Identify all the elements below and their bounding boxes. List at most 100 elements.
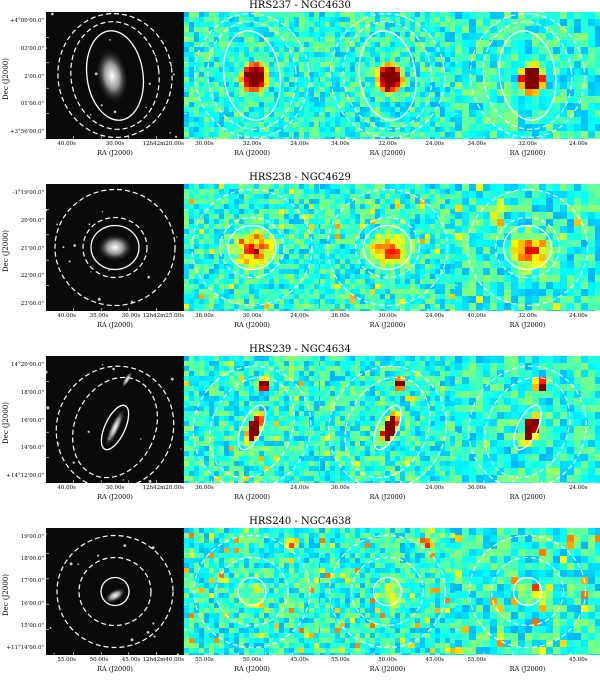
star bbox=[153, 635, 156, 638]
star bbox=[73, 244, 76, 247]
x-tick-label: 40.00s bbox=[57, 141, 76, 147]
aperture-ellipse bbox=[227, 224, 277, 271]
x-tick-label: 12h42m40.00s bbox=[142, 657, 184, 663]
optical-image-panel bbox=[46, 12, 184, 139]
x-tick-label: 50.00s bbox=[242, 657, 262, 663]
y-tick-label: +11°14'00.0" bbox=[6, 645, 44, 651]
y-tick-label: 15'00.0" bbox=[20, 622, 44, 629]
aperture-ellipse bbox=[468, 534, 587, 649]
y-tick-label: 16'00.0" bbox=[20, 417, 44, 424]
star bbox=[169, 131, 171, 134]
x-axis-label: RA (J2000) bbox=[234, 665, 270, 673]
x-tick-label: 32.00s bbox=[378, 141, 397, 147]
y-tick-label: 14°20'00.0" bbox=[10, 362, 44, 368]
aperture-ellipse bbox=[192, 365, 312, 483]
x-tick-label: 34.00s bbox=[467, 141, 487, 147]
x-tick-label: 55.00s bbox=[467, 657, 487, 663]
x-tick-label: 24.00s bbox=[568, 313, 588, 319]
aperture-ellipse bbox=[215, 556, 289, 627]
aperture-ellipse bbox=[490, 556, 565, 627]
aperture-ellipse bbox=[484, 376, 571, 479]
x-tick-label: 30.00s bbox=[242, 313, 262, 319]
y-tick-label: +4°00'00.0" bbox=[9, 18, 44, 24]
aperture-ellipse bbox=[90, 224, 140, 271]
star bbox=[170, 377, 174, 381]
aperture-ellipse bbox=[372, 576, 403, 607]
star bbox=[123, 544, 127, 548]
star bbox=[77, 563, 79, 566]
y-tick-label: 16'00.0" bbox=[20, 600, 44, 607]
star bbox=[58, 442, 60, 444]
row-title: HRS238 - NGC4629 bbox=[249, 172, 351, 183]
star bbox=[130, 638, 134, 642]
star bbox=[100, 104, 103, 107]
x-tick-label: 24.00s bbox=[290, 485, 309, 491]
x-tick-label: 32.00s bbox=[518, 313, 537, 319]
y-tick-label: 19'00.0" bbox=[20, 534, 44, 540]
y-tick-label: 18'00.0" bbox=[20, 389, 44, 396]
flux-map bbox=[320, 12, 455, 139]
y-tick-label: 22'00.0" bbox=[20, 273, 44, 280]
galaxy-row: HRS238 - NGC4629 Dec (J2000) -1°19'00.0" 2… bbox=[0, 172, 600, 342]
optical-image bbox=[46, 184, 184, 311]
x-axis-label: RA (J2000) bbox=[234, 321, 270, 329]
x-tick-label: 55.00s bbox=[330, 657, 350, 663]
star bbox=[154, 629, 156, 631]
optical-image-panel bbox=[46, 528, 184, 655]
aperture-ellipse bbox=[72, 376, 158, 479]
aperture-ellipse bbox=[342, 21, 433, 130]
aperture-ellipse bbox=[350, 556, 425, 627]
star bbox=[69, 562, 73, 566]
x-axis-label: RA (J2000) bbox=[369, 665, 406, 673]
x-tick-label: 24.00s bbox=[290, 313, 309, 319]
x-tick-label: 36.00s bbox=[330, 485, 350, 491]
flux-map-panel bbox=[184, 356, 320, 483]
x-axis-label: RA (J2000) bbox=[97, 149, 133, 157]
companion-galaxy bbox=[121, 370, 133, 389]
aperture-ellipse bbox=[222, 30, 282, 121]
star bbox=[140, 438, 142, 440]
x-tick-label: 24.00s bbox=[425, 313, 445, 319]
star bbox=[154, 54, 157, 57]
flux-map bbox=[184, 184, 320, 311]
aperture-ellipse bbox=[56, 534, 174, 649]
y-tick-label: 03'00.0" bbox=[20, 45, 44, 52]
flux-map-panel bbox=[184, 184, 320, 311]
x-tick-label: 36.00s bbox=[195, 485, 214, 491]
x-axis-label: RA (J2000) bbox=[369, 321, 406, 329]
star bbox=[122, 479, 125, 481]
x-tick-label: 45.00s bbox=[568, 657, 588, 663]
galaxy-row: HRS239 - NGC4634 Dec (J2000) 14°20'00.0" 1… bbox=[0, 344, 600, 514]
aperture-ellipse bbox=[482, 21, 573, 130]
star bbox=[101, 364, 104, 366]
x-tick-label: 34.00s bbox=[330, 141, 350, 147]
aperture-ellipse bbox=[100, 404, 130, 451]
aperture-ellipse bbox=[362, 224, 413, 271]
flux-map-panel bbox=[320, 184, 455, 311]
flux-map bbox=[455, 12, 600, 139]
aperture-ellipse bbox=[326, 188, 449, 307]
aperture-ellipse bbox=[209, 376, 295, 479]
star bbox=[88, 223, 91, 226]
aperture-ellipse bbox=[354, 216, 421, 279]
star bbox=[101, 211, 104, 213]
x-tick-label: 30.00s bbox=[378, 313, 397, 319]
aperture-ellipse bbox=[328, 534, 447, 649]
flux-map-panel bbox=[455, 12, 600, 139]
star bbox=[108, 269, 110, 272]
flux-map-panel bbox=[455, 356, 600, 483]
row-title: HRS239 - NGC4634 bbox=[249, 344, 351, 355]
aperture-ellipse bbox=[100, 576, 130, 607]
x-tick-label: 55.00s bbox=[195, 657, 214, 663]
x-tick-label: 36.00s bbox=[330, 313, 350, 319]
star bbox=[49, 627, 52, 629]
aperture-ellipse bbox=[194, 12, 310, 139]
galaxy bbox=[104, 407, 126, 448]
x-axis-label: RA (J2000) bbox=[509, 493, 546, 501]
aperture-ellipse bbox=[193, 534, 311, 649]
aperture-ellipse bbox=[219, 216, 285, 279]
star bbox=[87, 430, 90, 433]
flux-map bbox=[320, 528, 455, 655]
x-tick-label: 24.00s bbox=[425, 141, 445, 147]
star bbox=[109, 39, 111, 41]
